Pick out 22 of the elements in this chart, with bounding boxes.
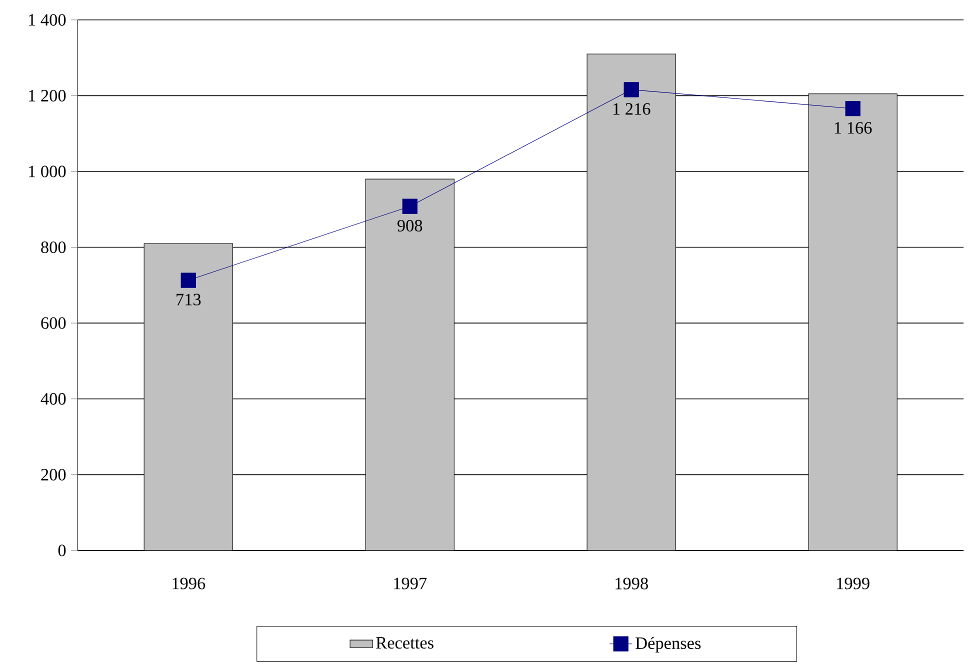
point bbox=[624, 82, 639, 98]
x-tick-label: 1997 bbox=[394, 578, 427, 590]
data-label: 713 bbox=[176, 294, 201, 306]
y-tick-label: 1 000 bbox=[29, 166, 66, 178]
x-tick-label: 1998 bbox=[616, 578, 648, 590]
y-tick-label: 1 200 bbox=[29, 90, 66, 102]
legend-label: Dépenses bbox=[636, 636, 701, 653]
data-label: 908 bbox=[397, 220, 422, 232]
point bbox=[180, 272, 196, 288]
data-label: 1 216 bbox=[613, 103, 650, 115]
point bbox=[845, 101, 860, 116]
y-tick-label: 1 400 bbox=[29, 14, 66, 26]
y-tick-label: 0 bbox=[58, 544, 66, 556]
y-tick-label: 800 bbox=[41, 242, 66, 254]
x-tick-label: 1999 bbox=[837, 578, 870, 590]
y-tick-label: 200 bbox=[41, 468, 66, 481]
data-label: 1 166 bbox=[834, 122, 872, 134]
y-tick-label: 400 bbox=[40, 393, 66, 405]
point bbox=[402, 198, 418, 214]
legend-label: Recettes bbox=[376, 637, 434, 649]
x-tick-label: 1996 bbox=[172, 578, 206, 590]
y-tick-label: 600 bbox=[41, 317, 66, 329]
